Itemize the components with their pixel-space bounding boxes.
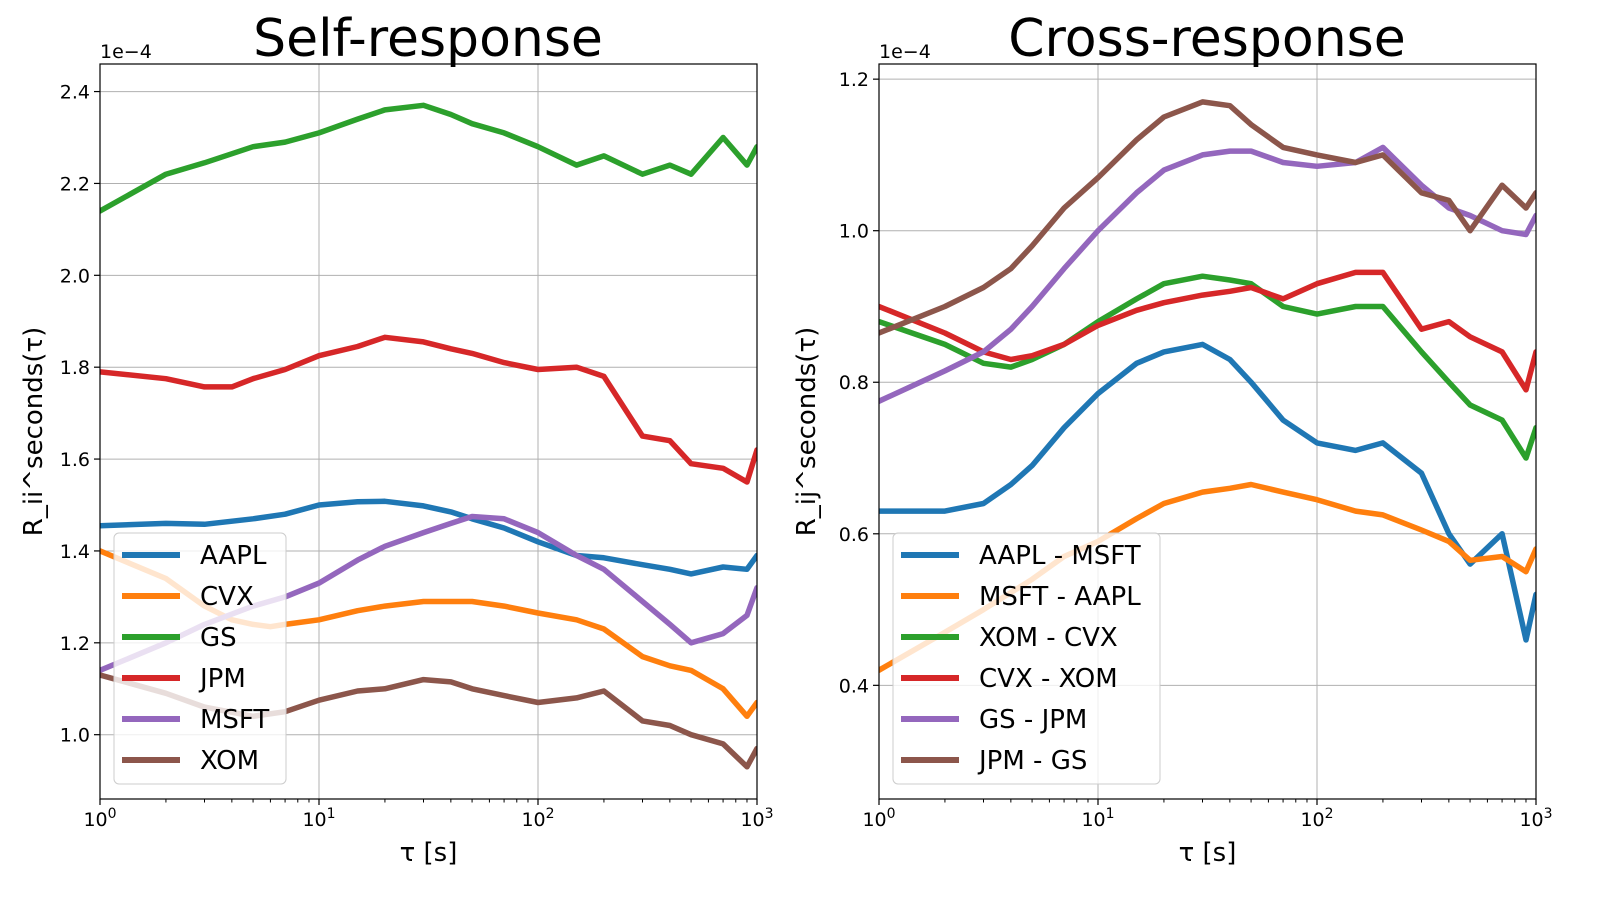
legend-label: MSFT [200, 705, 269, 735]
x-tick-label: 102 [1300, 806, 1333, 831]
x-tick-label: 101 [1081, 806, 1114, 831]
legend: AAPL - MSFT MSFT - AAPL XOM - CVX CVX - XOM… [892, 532, 1161, 785]
legend-label: JPM [198, 664, 246, 694]
x-axis-label: τ [s] [1179, 838, 1237, 868]
legend-label: MSFT - AAPL [979, 582, 1141, 612]
x-tick-base: 10 [521, 809, 545, 831]
x-tick-base: 10 [302, 809, 326, 831]
y-tick-label: 0.8 [839, 372, 869, 394]
x-tick-exponent: 1 [327, 806, 336, 822]
legend-label: XOM [200, 746, 259, 776]
x-tick-exponent: 2 [546, 806, 555, 822]
y-multiplier: 1e−4 [100, 41, 152, 63]
x-tick-label: 100 [83, 806, 116, 831]
y-tick-label: 1.2 [839, 69, 869, 91]
legend-label: JPM - GS [977, 746, 1087, 776]
x-tick-label: 102 [521, 806, 554, 831]
x-tick-base: 10 [83, 809, 107, 831]
legend-label: CVX - XOM [979, 664, 1118, 694]
x-tick-base: 10 [1081, 809, 1105, 831]
y-tick-label: 1.0 [839, 221, 869, 243]
y-tick-label: 0.6 [839, 524, 869, 546]
axes-frame [878, 63, 1537, 800]
legend-label: GS - JPM [979, 705, 1087, 735]
y-tick-label: 1.0 [60, 725, 90, 747]
x-tick-label: 100 [862, 806, 895, 831]
chart-title: Cross-response [1008, 9, 1406, 69]
x-tick-exponent: 1 [1106, 806, 1115, 822]
x-tick-exponent: 3 [765, 806, 774, 822]
series-line-jpm-gs [879, 99, 1536, 336]
legend-label: XOM - CVX [979, 623, 1118, 653]
y-tick-label: 1.4 [60, 541, 90, 563]
axes-frame [99, 63, 758, 800]
x-tick-label: 103 [740, 806, 773, 831]
series-line-xom-cvx [879, 273, 1536, 461]
x-tick-base: 10 [862, 809, 886, 831]
series-line-jpm [100, 334, 757, 485]
y-axis-label: R_ij^seconds(τ) [792, 327, 822, 537]
y-tick-label: 1.8 [60, 357, 90, 379]
legend: AAPL CVX GS JPM MSFT XOM [113, 532, 287, 785]
x-tick-exponent: 2 [1325, 806, 1334, 822]
legend-box [892, 532, 1161, 785]
y-tick-label: 1.2 [60, 633, 90, 655]
chart-title: Self-response [253, 9, 603, 69]
y-tick-label: 2.2 [60, 173, 90, 195]
legend-label: AAPL - MSFT [979, 541, 1141, 571]
legend-label: AAPL [200, 541, 267, 571]
y-axis-label: R_ii^seconds(τ) [19, 327, 49, 537]
y-tick-label: 2.4 [60, 82, 90, 104]
x-tick-exponent: 0 [108, 806, 117, 822]
x-tick-exponent: 3 [1544, 806, 1553, 822]
x-tick-base: 10 [1300, 809, 1324, 831]
x-tick-label: 101 [302, 806, 335, 831]
y-tick-label: 2.0 [60, 265, 90, 287]
series-line-gs [100, 102, 757, 214]
x-tick-label: 103 [1519, 806, 1552, 831]
series-line-cvx-xom [879, 269, 1536, 393]
y-tick-label: 0.4 [839, 675, 869, 697]
x-tick-base: 10 [1519, 809, 1543, 831]
legend-label: CVX [200, 582, 254, 612]
y-tick-label: 1.6 [60, 449, 90, 471]
x-tick-exponent: 0 [887, 806, 896, 822]
x-tick-base: 10 [740, 809, 764, 831]
y-multiplier: 1e−4 [879, 41, 931, 63]
legend-label: GS [200, 623, 237, 653]
x-axis-label: τ [s] [400, 838, 458, 868]
